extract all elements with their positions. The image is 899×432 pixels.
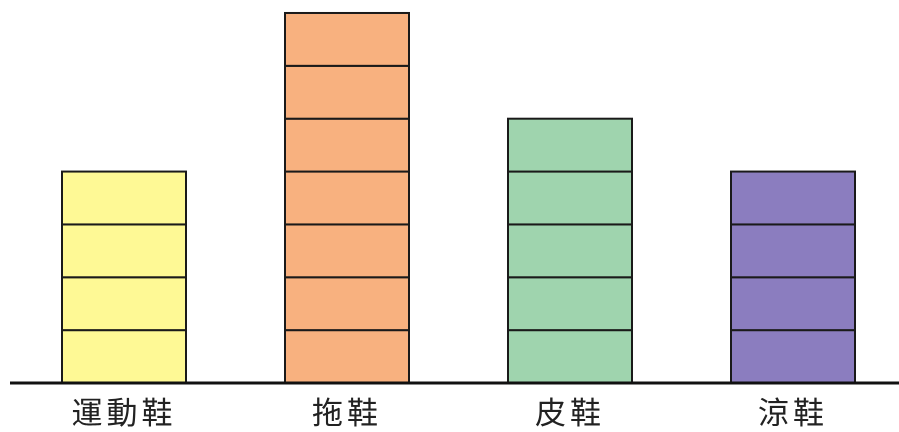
bar-2-unit-2 [284, 276, 410, 332]
bar-4-unit-3 [730, 223, 856, 279]
bar-3 [507, 117, 633, 385]
bar-2-unit-4 [284, 170, 410, 226]
bar-4-unit-4 [730, 170, 856, 226]
bars-group [61, 11, 856, 385]
bar-2-unit-3 [284, 223, 410, 279]
bar-3-unit-4 [507, 170, 633, 226]
category-labels: 運動鞋 拖鞋 皮鞋 涼鞋 [72, 396, 828, 432]
category-label-3: 皮鞋 [535, 396, 605, 432]
bar-1-unit-4 [61, 170, 187, 226]
bar-2-unit-5 [284, 117, 410, 173]
bar-2-unit-6 [284, 64, 410, 120]
bar-2 [284, 11, 410, 385]
bar-3-unit-1 [507, 329, 633, 385]
category-label-4: 涼鞋 [758, 396, 828, 432]
bar-1-unit-2 [61, 276, 187, 332]
bar-2-unit-1 [284, 329, 410, 385]
bar-3-unit-5 [507, 117, 633, 173]
bar-3-unit-2 [507, 276, 633, 332]
bar-3-unit-3 [507, 223, 633, 279]
category-label-2: 拖鞋 [312, 396, 382, 432]
bar-4 [730, 170, 856, 385]
bar-4-unit-1 [730, 329, 856, 385]
bar-1 [61, 170, 187, 385]
category-label-1: 運動鞋 [72, 396, 177, 432]
bar-2-unit-7 [284, 11, 410, 67]
bar-1-unit-1 [61, 329, 187, 385]
bar-4-unit-2 [730, 276, 856, 332]
bar-1-unit-3 [61, 223, 187, 279]
